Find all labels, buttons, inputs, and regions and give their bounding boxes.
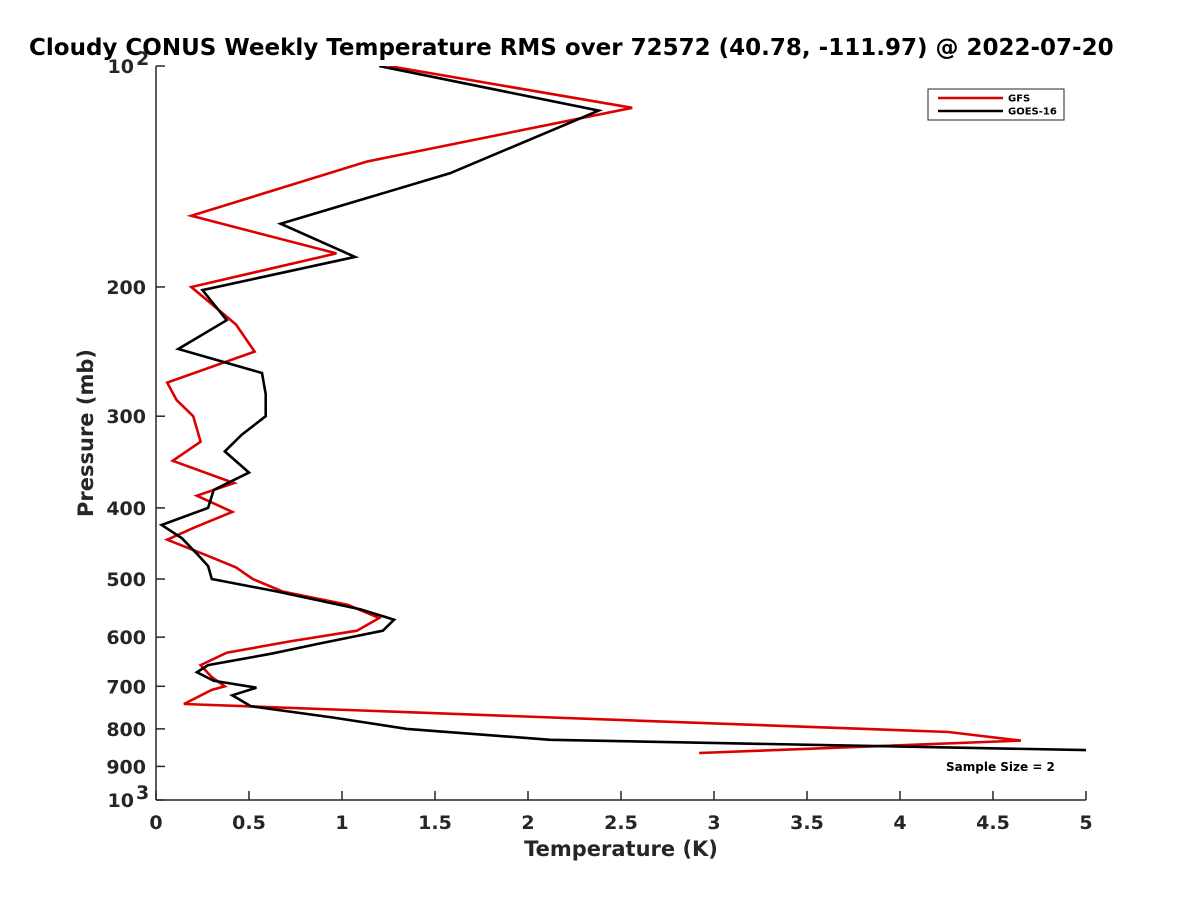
y-tick-label: 500 [106, 569, 146, 591]
x-tick-label: 3 [707, 812, 720, 834]
legend: GFS GOES-16 [927, 88, 1065, 121]
x-tick-label: 2 [521, 812, 534, 834]
y-tick-label: 10 [108, 790, 134, 812]
chart-title: Cloudy CONUS Weekly Temperature RMS over… [29, 35, 1114, 61]
x-tick-label: 3.5 [790, 812, 824, 834]
sample-size-annotation: Sample Size = 2 [946, 760, 1055, 774]
y-tick-exponent: 3 [136, 782, 149, 804]
goes16-series-line [158, 66, 1086, 752]
y-tick-label: 300 [106, 406, 146, 428]
y-tick-exponent: 2 [136, 48, 149, 70]
legend-entry-goes16: GOES-16 [1008, 107, 1057, 118]
x-tick-label: 4 [893, 812, 906, 834]
series-group [158, 66, 1086, 755]
y-tick-label: 600 [106, 627, 146, 649]
x-tick-label: 2.5 [604, 812, 638, 834]
x-tick-label: 1 [335, 812, 348, 834]
plot-axes [155, 66, 1086, 801]
x-tick-label: 5 [1079, 812, 1092, 834]
x-axis-label: Temperature (K) [524, 837, 718, 861]
y-tick-label: 400 [106, 498, 146, 520]
legend-box [927, 88, 1065, 121]
x-ticks: 0 0.5 1 1.5 2 2.5 3 3.5 4 4.5 5 [149, 791, 1093, 834]
legend-entry-gfs: GFS [1008, 94, 1030, 105]
y-axis-label: Pressure (mb) [74, 349, 98, 517]
y-tick-label: 800 [106, 719, 146, 741]
y-tick-label: 200 [106, 277, 146, 299]
x-tick-label: 0 [149, 812, 162, 834]
x-tick-label: 1.5 [418, 812, 452, 834]
y-tick-label: 10 [108, 56, 134, 78]
x-tick-label: 4.5 [976, 812, 1010, 834]
y-tick-label: 900 [106, 756, 146, 778]
x-tick-label: 0.5 [232, 812, 266, 834]
y-tick-label: 700 [106, 676, 146, 698]
